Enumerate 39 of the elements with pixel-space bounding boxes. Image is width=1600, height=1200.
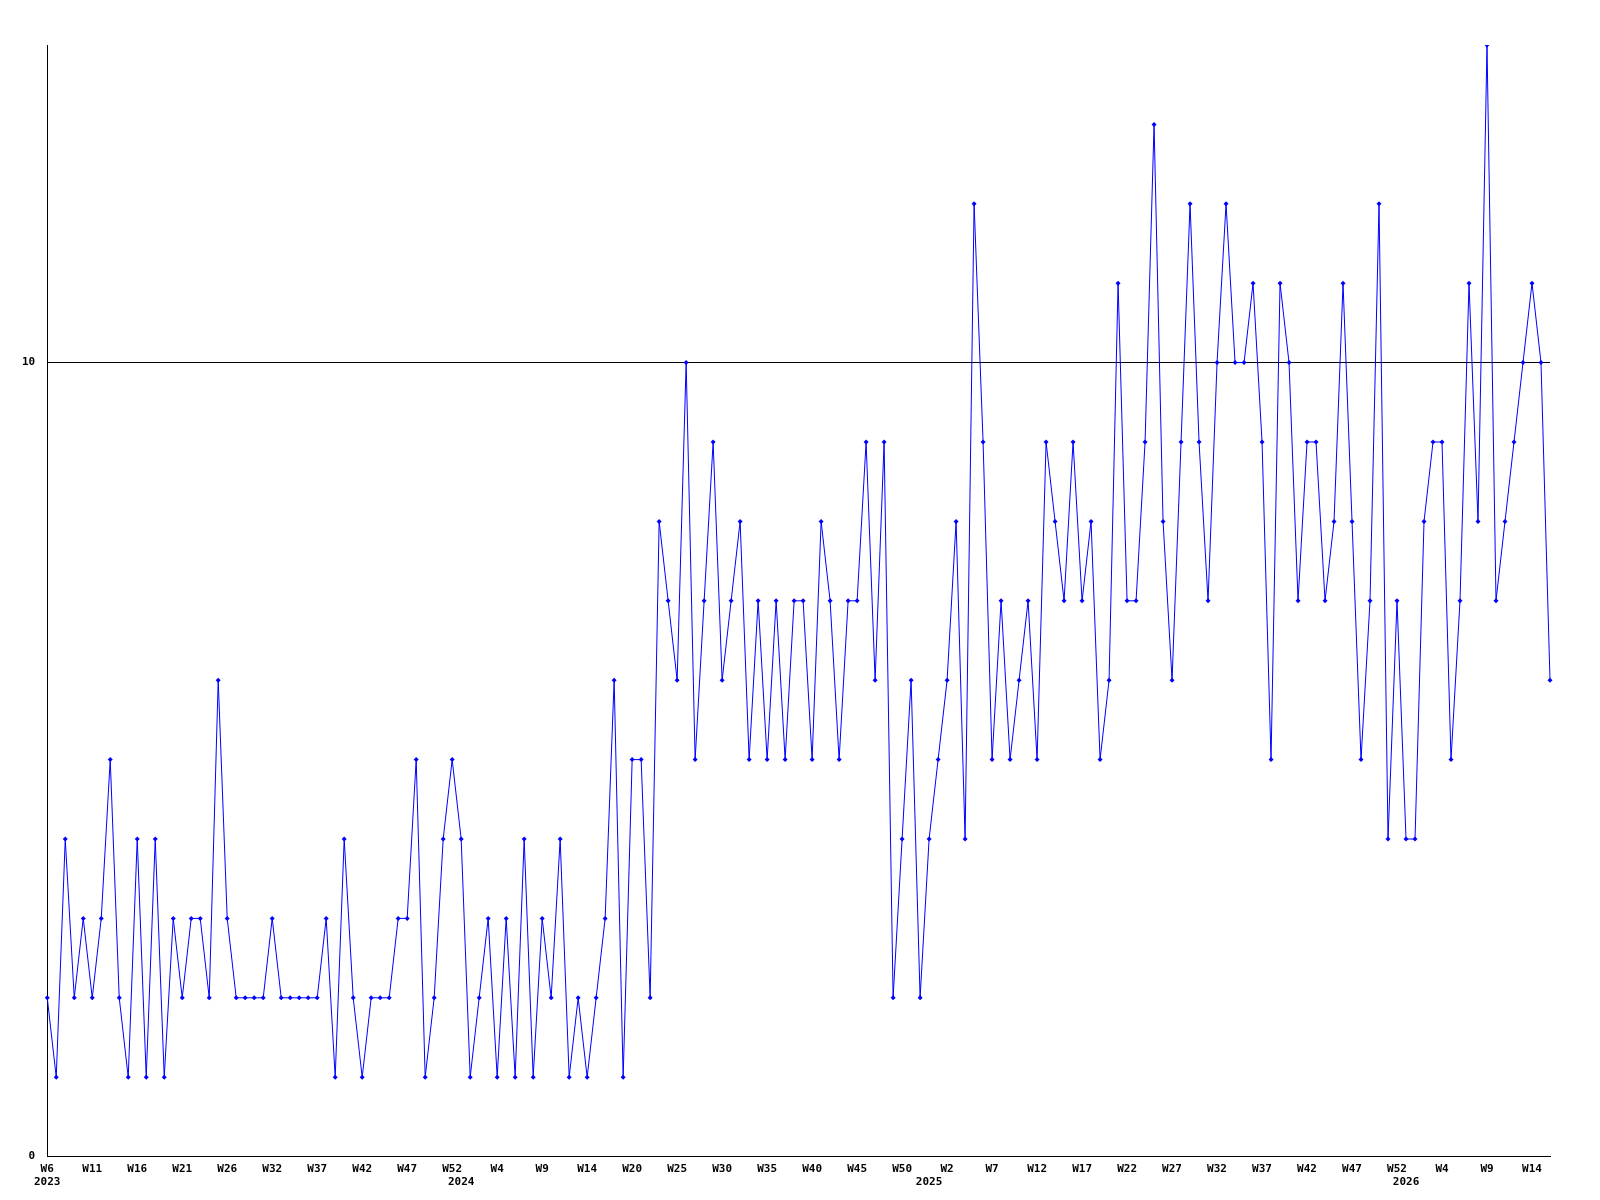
x-tick-label: W47 — [397, 1162, 418, 1176]
x-tick-label: 2025 — [915, 1175, 943, 1189]
x-tick-label: W7 — [985, 1162, 999, 1176]
x-tick-label: W37 — [307, 1162, 328, 1176]
x-tick-label: W52 — [442, 1162, 463, 1176]
x-tick-label: W32 — [1207, 1162, 1227, 1176]
x-tick-label: W25 — [667, 1162, 688, 1176]
x-tick-label: W26 — [217, 1162, 238, 1176]
x-tick-label: W32 — [262, 1162, 283, 1176]
x-tick-label: W11 — [82, 1162, 103, 1176]
x-tick-label: W42 — [352, 1162, 373, 1176]
x-tick-label: W35 — [757, 1162, 778, 1176]
x-tick-label: W14 — [1522, 1162, 1543, 1176]
x-tick-label: W6 2023 — [34, 1162, 61, 1189]
x-tick-label: W14 — [577, 1162, 598, 1176]
y-tick-label: 0 — [28, 1149, 36, 1163]
x-tick-label: W4 — [490, 1162, 505, 1176]
x-tick-label: W20 — [622, 1162, 643, 1176]
x-tick-label: W50 — [892, 1162, 913, 1176]
x-tick-label: 2024 — [447, 1175, 475, 1189]
x-tick-label: W4 — [1435, 1162, 1450, 1176]
x-tick-label: W45 — [847, 1162, 868, 1176]
x-tick-label: W12 — [1027, 1162, 1048, 1176]
x-tick-label: 2026 — [1392, 1175, 1420, 1189]
x-tick-label: W52 — [1387, 1162, 1407, 1176]
x-tick-label: W9 — [1480, 1162, 1494, 1176]
x-tick-label: W47 — [1342, 1162, 1362, 1176]
x-tick-label: W9 — [535, 1162, 549, 1176]
y-tick-label: 10 — [22, 355, 36, 369]
x-tick-label: W17 — [1072, 1162, 1093, 1176]
x-tick-label: W30 — [712, 1162, 733, 1176]
x-tick-label: W37 — [1252, 1162, 1272, 1176]
x-tick-label: W21 — [172, 1162, 193, 1176]
x-tick-label: W22 — [1117, 1162, 1138, 1176]
x-tick-label: W27 — [1162, 1162, 1182, 1176]
x-tick-label: W40 — [802, 1162, 823, 1176]
x-tick-label: W16 — [127, 1162, 148, 1176]
x-tick-label: W2 — [940, 1162, 954, 1176]
x-tick-label: W42 — [1297, 1162, 1317, 1176]
